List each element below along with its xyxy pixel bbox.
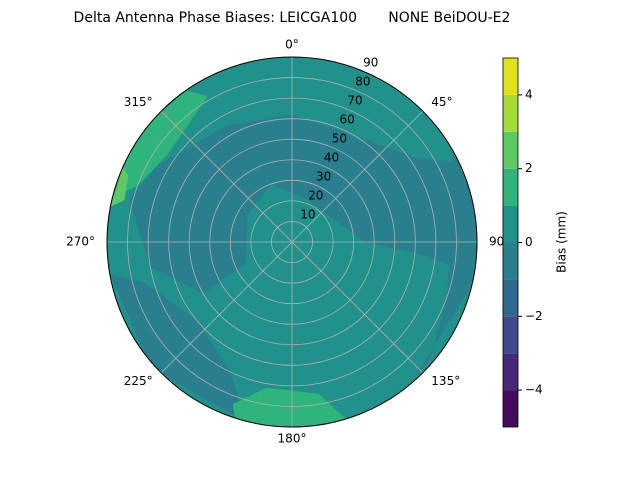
- colorbar-tick-label: 2: [525, 161, 533, 175]
- r-tick-label: 50: [332, 132, 347, 146]
- colorbar-band: [503, 94, 518, 132]
- r-tick-label: 90: [363, 56, 378, 70]
- theta-grid-line: [160, 110, 293, 243]
- r-tick-label: 40: [324, 151, 339, 165]
- theta-tick-label: 90: [489, 235, 504, 249]
- contour-region: [129, 114, 475, 294]
- chart-title: Delta Antenna Phase Biases: LEICGA100 NO…: [74, 10, 511, 26]
- colorbar-band: [503, 390, 518, 427]
- colorbar-band: [503, 242, 518, 280]
- colorbar-tick-label: −4: [525, 383, 543, 397]
- r-tick-label: 70: [347, 94, 362, 108]
- polar-frame: [106, 56, 478, 428]
- contour-region: [109, 274, 245, 421]
- colorbar-band: [503, 205, 518, 243]
- theta-tick-label: 180°: [278, 432, 307, 446]
- contour-region: [249, 213, 321, 267]
- r-tick-label: 10: [300, 208, 315, 222]
- overlay: 10 20 30 40 50 60 70 80 90 0° 45° 90 135° 180° 225° 270…: [66, 38, 504, 446]
- theta-grid-line: [291, 241, 424, 374]
- r-tick-label: 60: [340, 113, 355, 127]
- colorbar-tick-label: 0: [525, 235, 533, 249]
- colorbar-band: [503, 168, 518, 206]
- colorbar-band: [503, 316, 518, 354]
- colorbar-band: [503, 58, 518, 95]
- r-tick-label: 80: [355, 75, 370, 89]
- theta-tick-label: 270°: [66, 235, 95, 249]
- colorbar-band: [503, 279, 518, 317]
- theta-tick-label: 0°: [285, 38, 299, 52]
- contour-region: [232, 387, 347, 427]
- theta-tick-label: 135°: [431, 374, 460, 388]
- theta-grid-line: [291, 110, 424, 243]
- contour-region: [410, 149, 477, 384]
- colorbar-tick-label: 4: [525, 87, 533, 101]
- theta-tick-label: 45°: [431, 95, 452, 109]
- colorbar-band: [503, 131, 518, 169]
- r-tick-label: 20: [308, 189, 323, 203]
- theta-tick-label: 315°: [124, 95, 153, 109]
- colorbar-tick-label: −2: [525, 309, 543, 323]
- contour-region: [110, 166, 129, 207]
- r-tick-label: 30: [316, 170, 331, 184]
- colorbar-label: Bias (mm): [555, 211, 569, 273]
- theta-tick-label: 225°: [124, 374, 153, 388]
- theta-grid-line: [160, 241, 293, 374]
- colorbar-band: [503, 353, 518, 391]
